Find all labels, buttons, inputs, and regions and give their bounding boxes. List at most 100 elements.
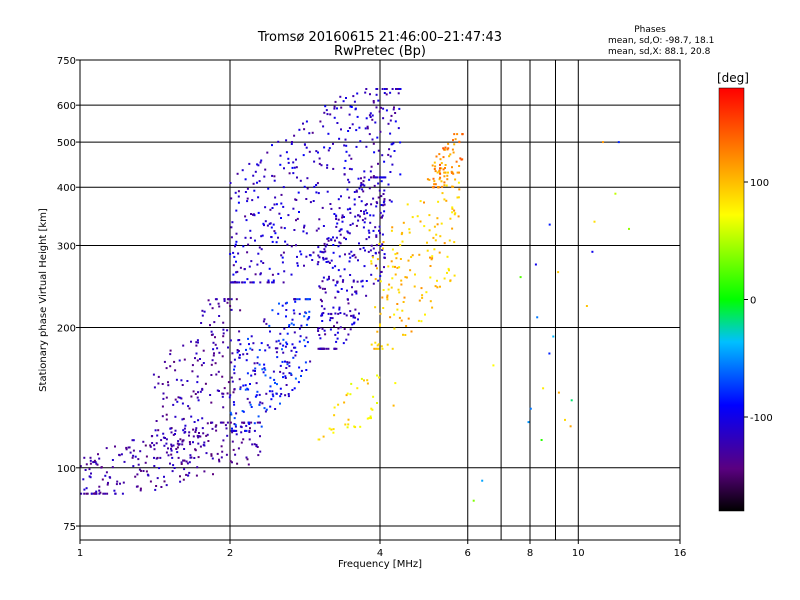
data-point <box>331 266 334 269</box>
data-point <box>242 245 245 248</box>
data-point <box>162 397 165 400</box>
data-point <box>390 114 393 117</box>
data-point <box>439 285 441 288</box>
data-point <box>443 198 446 201</box>
data-point <box>399 173 402 176</box>
data-point <box>89 456 92 459</box>
data-point <box>236 172 239 175</box>
data-point <box>271 281 274 284</box>
data-point <box>218 305 221 308</box>
data-point <box>188 434 190 437</box>
data-point <box>451 166 453 169</box>
data-point <box>170 453 173 456</box>
data-point <box>400 283 403 286</box>
data-point <box>342 100 345 103</box>
data-point <box>280 393 283 395</box>
data-point <box>374 251 377 254</box>
data-point <box>389 91 392 94</box>
data-point <box>297 381 300 384</box>
data-point <box>628 227 630 230</box>
data-point <box>378 376 381 379</box>
data-point <box>287 395 290 398</box>
data-point <box>379 280 382 283</box>
x-tick-label: 4 <box>377 548 383 559</box>
data-point <box>247 421 250 424</box>
data-point <box>268 267 271 270</box>
data-point <box>227 381 230 384</box>
data-point <box>448 239 451 242</box>
data-point <box>387 265 390 268</box>
data-point <box>372 282 375 285</box>
data-point <box>519 276 522 279</box>
data-point <box>311 131 314 134</box>
data-point <box>259 450 262 453</box>
data-point <box>256 163 259 166</box>
data-point <box>227 298 230 301</box>
data-point <box>318 157 321 160</box>
data-point <box>402 333 404 336</box>
data-point <box>272 223 275 226</box>
data-point <box>324 245 327 248</box>
colorbar-tick-label: -100 <box>750 413 773 424</box>
data-point <box>210 330 213 333</box>
data-point <box>344 138 347 141</box>
data-point <box>337 403 340 406</box>
data-point <box>226 421 229 424</box>
data-point <box>169 462 171 465</box>
data-point <box>305 255 308 258</box>
data-point <box>235 429 238 432</box>
data-point <box>221 392 224 395</box>
data-point <box>239 266 242 269</box>
data-point <box>277 140 280 143</box>
data-point <box>305 336 308 339</box>
data-point <box>252 213 254 216</box>
data-point <box>305 146 308 149</box>
data-point <box>271 390 274 393</box>
data-point <box>253 429 256 432</box>
data-point <box>248 162 251 165</box>
data-point <box>231 440 234 443</box>
data-point <box>332 279 335 282</box>
data-point <box>285 151 288 154</box>
data-point <box>231 352 234 355</box>
data-point <box>277 312 280 315</box>
data-point <box>383 256 386 259</box>
data-point <box>327 239 330 242</box>
data-point <box>334 296 337 299</box>
data-point <box>325 261 328 263</box>
data-point <box>234 191 237 194</box>
data-point <box>276 356 279 359</box>
data-point <box>349 393 352 396</box>
data-point <box>186 380 189 382</box>
data-point <box>348 196 351 199</box>
data-point <box>101 478 104 481</box>
colorbar-label: [deg] <box>717 71 749 85</box>
data-point <box>330 313 333 316</box>
data-point <box>161 383 164 385</box>
data-point <box>364 91 367 94</box>
data-point <box>290 322 293 325</box>
data-point <box>226 329 229 332</box>
data-point <box>346 208 349 211</box>
colorbar <box>718 87 745 512</box>
data-point <box>328 262 331 264</box>
data-point <box>438 251 441 254</box>
data-point <box>391 226 394 229</box>
data-point <box>377 279 380 282</box>
data-point <box>315 150 318 153</box>
data-point <box>453 241 456 244</box>
data-point <box>323 242 326 245</box>
data-point <box>591 250 594 253</box>
data-point <box>542 387 545 390</box>
data-point <box>440 180 443 183</box>
data-point <box>400 279 403 282</box>
data-point <box>349 256 352 259</box>
data-point <box>137 463 140 466</box>
data-point <box>214 362 217 365</box>
data-point <box>160 486 163 488</box>
data-point <box>233 417 236 420</box>
data-point <box>254 395 257 398</box>
data-point <box>564 418 566 421</box>
data-point <box>195 341 198 344</box>
